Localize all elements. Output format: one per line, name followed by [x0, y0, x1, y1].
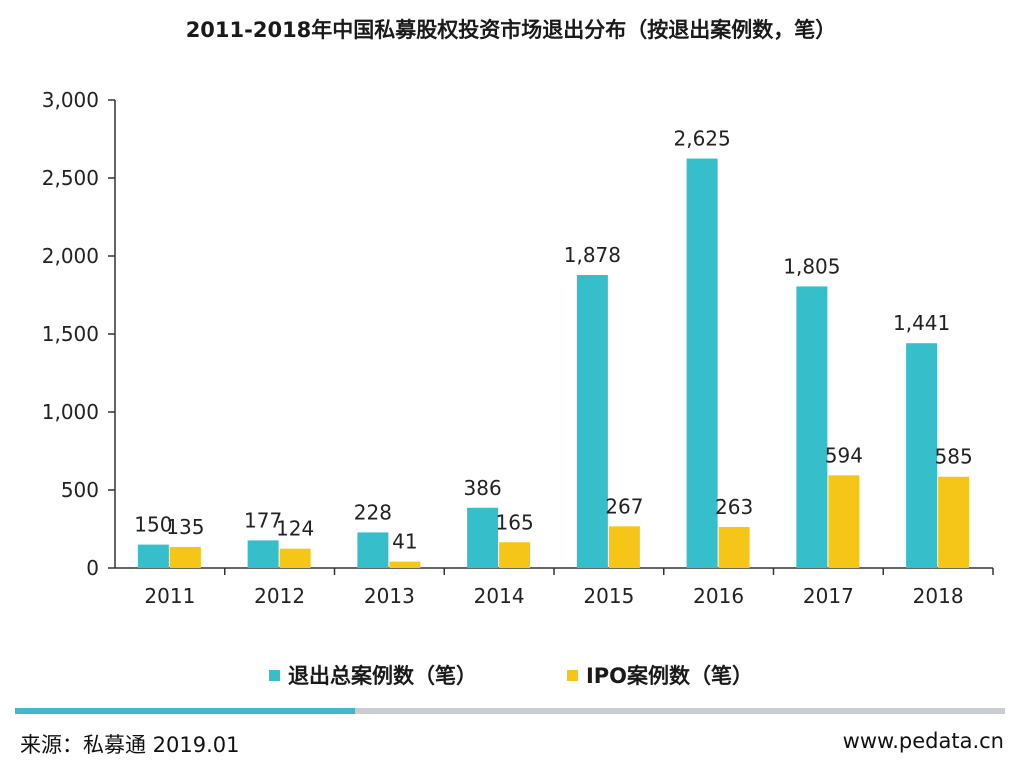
bar-total	[137, 544, 169, 568]
legend: 退出总案例数（笔） IPO案例数（笔）	[0, 660, 1022, 690]
bar-ipo	[499, 542, 531, 568]
x-tick-label: 2013	[364, 584, 415, 608]
data-label-ipo: 165	[496, 510, 534, 534]
bar-total	[576, 275, 608, 568]
bar-ipo	[169, 546, 201, 568]
website-url: www.pedata.cn	[842, 729, 1004, 753]
footer-divider	[15, 708, 1005, 714]
data-label-total: 1,441	[893, 311, 950, 335]
x-tick-label: 2017	[803, 584, 854, 608]
x-tick-label: 2014	[474, 584, 525, 608]
legend-label-total: 退出总案例数（笔）	[287, 664, 477, 688]
data-label-ipo: 263	[715, 495, 753, 519]
y-tick-label: 1,000	[42, 400, 99, 424]
legend-swatch-total	[268, 669, 280, 681]
data-label-ipo: 267	[605, 494, 643, 518]
data-label-ipo: 135	[166, 515, 204, 539]
bar-ipo	[938, 476, 970, 568]
x-tick-label: 2012	[254, 584, 305, 608]
bar-total	[247, 540, 279, 568]
bar-ipo	[608, 526, 640, 568]
legend-entry-total: 退出总案例数（笔）	[268, 660, 477, 690]
y-tick-label: 1,500	[42, 322, 99, 346]
bar-ipo	[718, 526, 750, 568]
chart-title: 2011-2018年中国私募股权投资市场退出分布（按退出案例数，笔）	[185, 18, 837, 42]
footer-divider-accent	[15, 708, 355, 714]
data-label-total: 177	[244, 508, 282, 532]
bar-total	[467, 507, 499, 568]
bar-total	[796, 286, 828, 568]
x-tick-label: 2018	[913, 584, 964, 608]
y-tick-label: 2,000	[42, 244, 99, 268]
bar-total	[906, 343, 938, 568]
y-tick-label: 3,000	[42, 88, 99, 112]
bar-ipo	[389, 561, 421, 568]
x-tick-label: 2016	[693, 584, 744, 608]
legend-swatch-ipo	[566, 669, 578, 681]
legend-label-ipo: IPO案例数（笔）	[585, 664, 754, 688]
bar-total	[357, 532, 389, 568]
x-tick-label: 2011	[144, 584, 195, 608]
bar-total	[686, 158, 718, 568]
data-label-ipo: 41	[392, 530, 417, 554]
source-note: 来源：私募通 2019.01	[20, 733, 240, 757]
y-tick-label: 500	[61, 478, 99, 502]
data-label-ipo: 124	[276, 517, 314, 541]
y-tick-label: 0	[86, 556, 99, 580]
x-tick-label: 2015	[583, 584, 634, 608]
data-label-total: 228	[354, 500, 392, 524]
data-label-total: 150	[134, 513, 172, 537]
legend-entry-ipo: IPO案例数（笔）	[566, 660, 754, 690]
data-label-total: 386	[464, 476, 502, 500]
data-label-total: 1,805	[783, 254, 840, 278]
data-label-total: 2,625	[673, 127, 730, 151]
data-label-ipo: 585	[935, 445, 973, 469]
y-tick-label: 2,500	[42, 166, 99, 190]
bar-ipo	[279, 548, 311, 568]
data-label-ipo: 594	[825, 443, 863, 467]
bar-ipo	[828, 475, 860, 568]
data-label-total: 1,878	[564, 243, 621, 267]
